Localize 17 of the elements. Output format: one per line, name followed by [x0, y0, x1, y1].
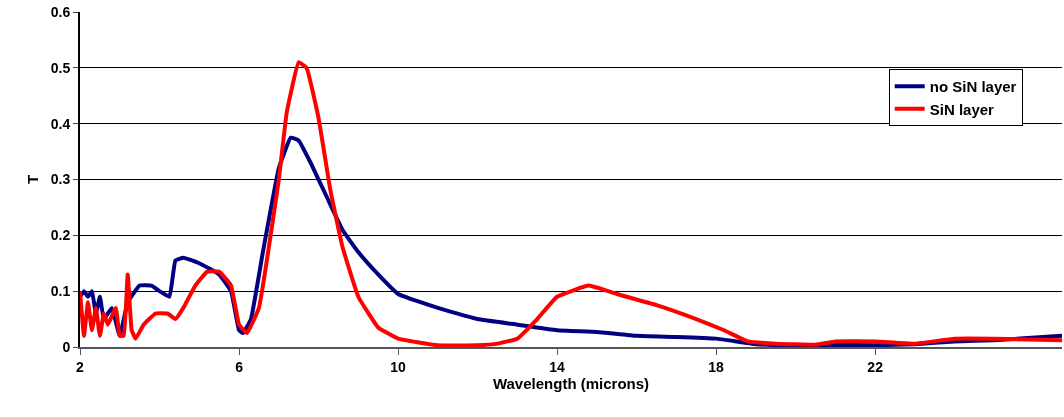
legend-label: no SiN layer	[929, 78, 1017, 96]
y-tick-label: 0.6	[50, 3, 71, 20]
legend-label: SiN layer	[929, 100, 995, 118]
y-tick-label: 0.1	[50, 283, 71, 300]
y-tick-label: 0.3	[50, 171, 71, 188]
x-axis-title: Wavelength (microns)	[492, 374, 650, 392]
x-tick-label: 2	[76, 358, 85, 375]
y-tick-label: 0.4	[50, 115, 71, 132]
y-tick-label: 0	[62, 338, 71, 355]
x-tick-label: 22	[867, 358, 884, 375]
x-tick-label: 18	[708, 358, 725, 375]
x-tick-label: 10	[390, 358, 407, 375]
y-tick-label: 0.2	[50, 227, 71, 244]
x-tick-label: 6	[235, 358, 244, 375]
y-tick-label: 0.5	[50, 59, 71, 76]
y-axis-title: T	[24, 174, 42, 185]
x-tick-label: 14	[549, 358, 566, 375]
